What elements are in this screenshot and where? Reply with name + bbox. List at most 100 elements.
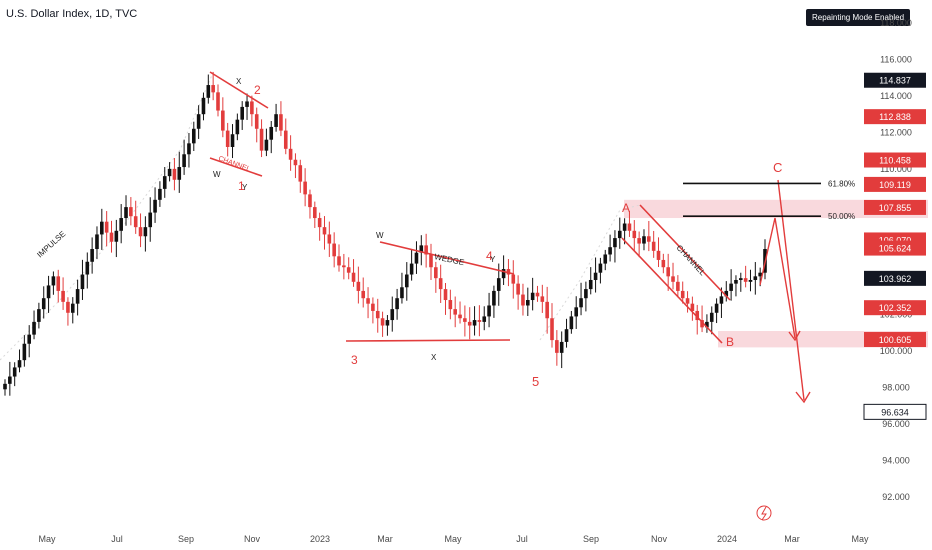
candle-body (366, 298, 370, 304)
candle-body (162, 176, 167, 189)
candle-body (390, 309, 395, 321)
candle-body (95, 234, 99, 250)
candle-body (521, 294, 525, 306)
candle-body (477, 320, 482, 322)
candle-body (429, 254, 433, 268)
price-badge (863, 403, 927, 420)
candle-body (434, 267, 438, 279)
candle-body (472, 320, 477, 326)
x-tick-label: Nov (651, 534, 668, 544)
price-badge (864, 332, 926, 348)
candle-body (690, 303, 695, 311)
candle-body (221, 110, 225, 131)
candle-body (225, 130, 230, 147)
candle-body (27, 334, 32, 344)
wave-label-2: 2 (254, 83, 261, 97)
abc-channel-bottom (621, 237, 723, 344)
candle-body (17, 360, 22, 368)
price-badge-label: 110.458 (879, 156, 911, 166)
candle-body (700, 320, 704, 328)
y-tick-label: 118.000 (880, 18, 912, 28)
candle-body (709, 312, 714, 322)
candle-body (46, 285, 51, 299)
y-tick-label: 114.000 (880, 91, 912, 101)
candle-body (404, 274, 409, 288)
candle-body (647, 236, 651, 242)
candle-body (51, 276, 56, 286)
candle-body (380, 318, 385, 326)
price-badge (864, 176, 926, 192)
candle-body (351, 272, 356, 282)
candle-body (487, 305, 491, 317)
price-badge-label: 112.838 (879, 112, 911, 122)
candle-body (196, 114, 201, 129)
candle-body (138, 227, 143, 237)
repainting-mode-badge[interactable]: Repainting Mode Enabled (806, 9, 911, 26)
candle-body (104, 221, 109, 233)
candle-body (211, 85, 215, 93)
wave-label-a: A (622, 201, 630, 215)
candle-body (714, 303, 719, 313)
candle-body (632, 230, 637, 239)
candle-body (342, 265, 346, 268)
candle-body (124, 207, 128, 219)
candle-body (482, 316, 487, 322)
candle-body (375, 310, 380, 319)
candle-body (356, 281, 361, 291)
candle-body (671, 276, 675, 282)
candle-body (240, 106, 244, 120)
x-tick-label: May (851, 534, 869, 544)
y-tick-label: 100.000 (880, 346, 913, 356)
price-badge (864, 152, 926, 168)
candle-body (3, 383, 7, 390)
x-tick-label: Nov (244, 534, 261, 544)
candle-body (593, 272, 598, 280)
x-tick-label: Jul (111, 534, 123, 544)
candle-body (235, 119, 240, 135)
candle-body (327, 234, 332, 244)
candle-body (177, 167, 182, 180)
candle-body (734, 279, 738, 284)
candle-body (555, 340, 559, 353)
candle-body (206, 85, 211, 98)
y-tick-label: 98.000 (882, 382, 910, 392)
candle-body (361, 290, 366, 299)
candle-body (656, 250, 661, 260)
impulse-label: IMPULSE (35, 229, 67, 259)
candle-body (216, 92, 220, 111)
candle-body (724, 290, 729, 297)
candle-body (119, 218, 123, 231)
candle-body (530, 292, 535, 301)
candle-body (666, 267, 670, 277)
candle-body (182, 154, 186, 168)
candle-body (66, 301, 70, 313)
candle-body (676, 281, 680, 291)
candle-body (191, 128, 196, 144)
candle-body (70, 303, 75, 313)
wedge-label: WEDGE (434, 252, 465, 267)
candle-body (743, 278, 748, 282)
candle-body (598, 263, 603, 273)
candle-body (559, 341, 564, 353)
candle-body (264, 139, 269, 151)
candle-body (627, 223, 632, 231)
candle-body (61, 290, 65, 302)
candle-body (80, 274, 85, 290)
abc-channel-top (639, 204, 731, 301)
channel-top-line (209, 71, 269, 109)
candle-body (158, 188, 162, 200)
wave-label-3: 3 (351, 353, 358, 367)
price-badge-label: 96.634 (881, 407, 909, 417)
candle-body (75, 289, 80, 304)
candle-body (753, 276, 758, 280)
candle-body (438, 278, 443, 290)
candle-body (269, 126, 274, 140)
candle-body (550, 318, 554, 341)
candle-body (167, 168, 172, 177)
candle-body (288, 148, 293, 160)
wave-label-5: 5 (532, 374, 539, 389)
candle-body (274, 114, 278, 127)
label-y-1: Y (242, 183, 248, 192)
x-tick-label: 2024 (717, 534, 737, 544)
